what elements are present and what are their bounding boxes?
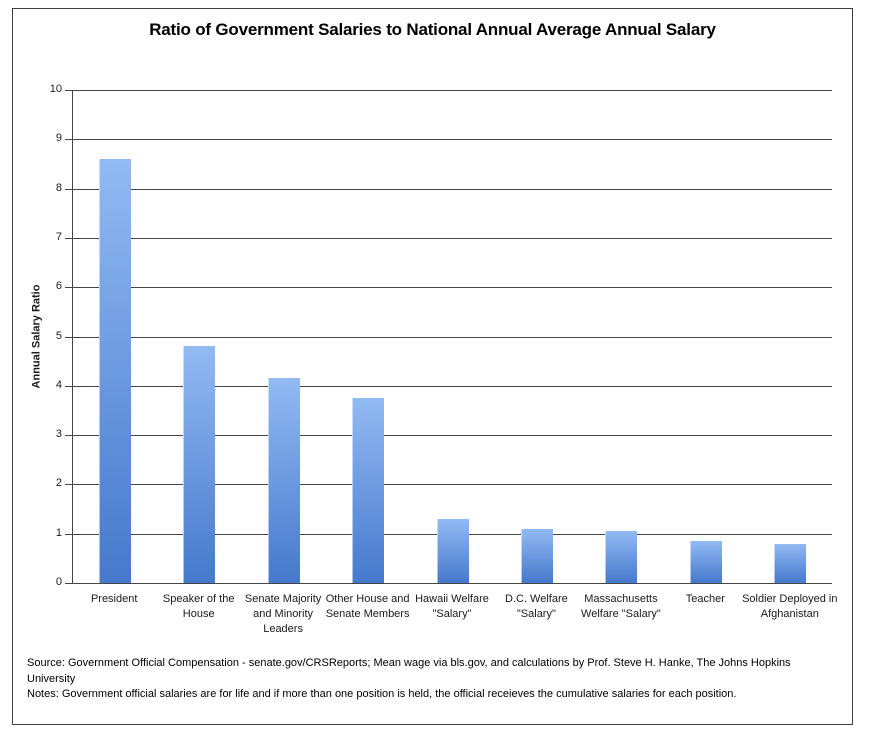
y-tick-label-4: 4 xyxy=(55,379,62,391)
chart-footer: Source: Government Official Compensation… xyxy=(27,656,799,703)
bar-speaker-of-the-house xyxy=(183,346,216,583)
y-tick-label-6: 6 xyxy=(55,280,62,292)
category-label-9: Soldier Deployed in Afghanistan xyxy=(742,593,838,620)
gridline-3 xyxy=(72,435,832,436)
gridline-6 xyxy=(72,287,832,288)
y-tick-mark-6 xyxy=(65,287,72,288)
gridline-10 xyxy=(72,90,832,91)
category-label-8: Teacher xyxy=(685,593,725,605)
y-tick-label-9: 9 xyxy=(55,132,62,144)
y-tick-label-0: 0 xyxy=(55,576,62,588)
gridline-2 xyxy=(72,484,832,485)
x-axis-line xyxy=(72,583,832,584)
bar-d-c-welfare-salary xyxy=(520,528,553,583)
bar-massachusetts-welfare-salary xyxy=(605,531,638,583)
gridline-4 xyxy=(72,386,832,387)
category-label-2: Speaker of the House xyxy=(162,593,235,620)
y-tick-mark-5 xyxy=(65,337,72,338)
y-tick-label-1: 1 xyxy=(55,527,62,539)
y-tick-mark-1 xyxy=(65,534,72,535)
y-tick-label-7: 7 xyxy=(55,231,62,243)
y-tick-mark-0 xyxy=(65,583,72,584)
category-label-3: Senate Majority and Minority Leaders xyxy=(244,593,322,635)
category-label-6: D.C. Welfare "Salary" xyxy=(505,593,568,620)
y-tick-mark-10 xyxy=(65,90,72,91)
footer-notes: Notes: Government official salaries are … xyxy=(27,688,737,700)
chart-title: Ratio of Government Salaries to National… xyxy=(149,20,716,39)
chart-outer-border xyxy=(12,8,853,725)
bar-other-house-and-senate-members xyxy=(352,398,385,583)
category-label-7: Massachusetts Welfare "Salary" xyxy=(581,593,661,620)
y-tick-label-2: 2 xyxy=(55,477,62,489)
bar-president xyxy=(98,159,131,583)
y-tick-mark-8 xyxy=(65,189,72,190)
category-label-4: Other House and Senate Members xyxy=(325,593,410,620)
category-label-1: President xyxy=(90,593,138,605)
y-tick-label-8: 8 xyxy=(55,182,62,194)
category-label-5: Hawaii Welfare "Salary" xyxy=(415,593,489,620)
bar-teacher xyxy=(689,541,722,583)
footer-source: Source: Government Official Compensation… xyxy=(27,657,791,685)
gridline-5 xyxy=(72,337,832,338)
y-tick-mark-3 xyxy=(65,435,72,436)
y-tick-label-10: 10 xyxy=(49,83,62,95)
y-tick-mark-2 xyxy=(65,484,72,485)
y-tick-label-3: 3 xyxy=(55,428,62,440)
gridline-8 xyxy=(72,189,832,190)
y-tick-mark-4 xyxy=(65,386,72,387)
bar-soldier-deployed-in-afghanistan xyxy=(774,543,807,583)
bar-hawaii-welfare-salary xyxy=(436,518,469,583)
y-axis-line xyxy=(72,90,73,583)
y-tick-mark-7 xyxy=(65,238,72,239)
y-tick-label-5: 5 xyxy=(55,330,62,342)
gridline-7 xyxy=(72,238,832,239)
y-tick-mark-9 xyxy=(65,139,72,140)
bar-senate-majority-and-minority-leaders xyxy=(267,378,300,583)
gridline-9 xyxy=(72,139,832,140)
